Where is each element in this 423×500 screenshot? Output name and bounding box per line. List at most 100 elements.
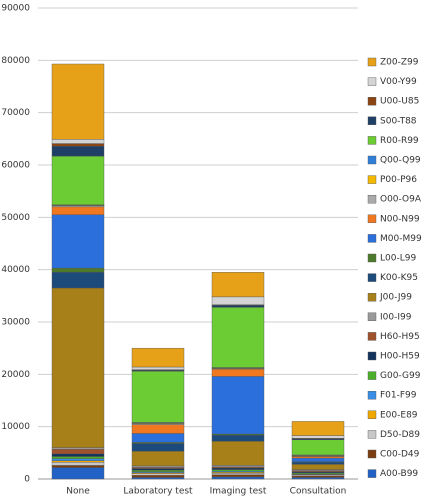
bar-segment bbox=[211, 441, 265, 466]
bar-segment bbox=[291, 477, 345, 480]
bar-segment bbox=[291, 464, 345, 470]
bar-segment bbox=[51, 287, 105, 448]
bar-segment bbox=[211, 368, 265, 377]
bar-segment bbox=[211, 296, 265, 305]
legend-label: J00-J99 bbox=[379, 293, 412, 303]
bar-segment bbox=[51, 458, 105, 461]
bar-segment bbox=[291, 462, 345, 465]
legend-swatch bbox=[367, 77, 377, 86]
bar-segment bbox=[211, 476, 265, 480]
legend-label: P00-P96 bbox=[380, 175, 417, 185]
bar-segment bbox=[51, 448, 105, 455]
legend-swatch bbox=[367, 469, 377, 478]
legend-swatch bbox=[367, 116, 377, 126]
bar-segment bbox=[51, 272, 105, 289]
legend-swatch bbox=[367, 155, 377, 165]
bar-segment bbox=[51, 453, 105, 457]
legend-label: U00-U85 bbox=[380, 97, 419, 107]
bar-segment bbox=[211, 305, 265, 308]
y-tick-label: 30000 bbox=[1, 318, 30, 328]
bar-segment bbox=[51, 63, 105, 140]
legend-label: A00-B99 bbox=[380, 469, 418, 479]
legend-swatch bbox=[367, 351, 377, 361]
legend-swatch bbox=[367, 214, 377, 224]
y-tick-label: 70000 bbox=[1, 108, 30, 118]
bar-segment bbox=[131, 469, 185, 472]
bar-segment bbox=[131, 347, 185, 368]
bar-segment bbox=[131, 443, 185, 452]
legend-swatch bbox=[367, 234, 377, 243]
bar-segment bbox=[51, 462, 105, 466]
y-tick-label: 10000 bbox=[1, 422, 30, 432]
legend-label: Z00-Z99 bbox=[380, 58, 419, 68]
x-tick-label: Imaging test bbox=[210, 487, 267, 497]
legend-swatch bbox=[367, 332, 377, 341]
legend-label: I00-I99 bbox=[380, 312, 412, 322]
legend-swatch bbox=[367, 391, 377, 400]
bar-segment bbox=[291, 421, 345, 436]
legend-label: G00-G99 bbox=[380, 371, 421, 381]
y-tick-label: 60000 bbox=[1, 161, 30, 171]
bar-segment bbox=[51, 447, 105, 450]
bar-segment bbox=[131, 473, 185, 476]
x-tick-label: None bbox=[66, 487, 90, 497]
legend-label: O00-O9A bbox=[380, 195, 422, 205]
bar-segment bbox=[51, 206, 105, 215]
y-tick-label: 40000 bbox=[1, 265, 30, 275]
legend-swatch bbox=[367, 175, 377, 184]
bar-segment bbox=[131, 424, 185, 434]
bar-segment bbox=[131, 468, 185, 471]
legend-label: K00-K95 bbox=[380, 273, 418, 283]
legend-swatch bbox=[367, 449, 377, 459]
legend-label: H00-H59 bbox=[380, 352, 420, 362]
legend-label: M00-M99 bbox=[380, 234, 422, 244]
bar-segment bbox=[131, 433, 185, 443]
legend-swatch bbox=[367, 136, 377, 145]
legend-swatch bbox=[367, 194, 377, 204]
bar-segment bbox=[51, 456, 105, 459]
x-tick-label: Consultation bbox=[290, 487, 347, 497]
bar-segment bbox=[211, 474, 265, 478]
bar-segment bbox=[211, 376, 265, 435]
bar-segment bbox=[51, 460, 105, 463]
bar-segment bbox=[51, 465, 105, 468]
legend-label: C00-D49 bbox=[380, 450, 420, 460]
bar-segment bbox=[51, 267, 105, 273]
bar-segment bbox=[51, 139, 105, 144]
bar-segment bbox=[291, 435, 345, 439]
y-tick-label: 80000 bbox=[1, 56, 30, 66]
legend-label: H60-H95 bbox=[380, 332, 420, 342]
bar-segment bbox=[211, 272, 265, 298]
bar-segment bbox=[291, 439, 345, 456]
bar-segment bbox=[131, 465, 185, 468]
bar-segment bbox=[211, 473, 265, 476]
legend-label: F01-F99 bbox=[380, 391, 417, 401]
bar-segment bbox=[211, 307, 265, 368]
bar-segment bbox=[51, 143, 105, 147]
legend-label: N00-N99 bbox=[380, 214, 420, 224]
legend-swatch bbox=[367, 253, 377, 263]
legend-label: V00-Y99 bbox=[380, 77, 417, 87]
bar-segment bbox=[51, 214, 105, 269]
bar-segment bbox=[211, 467, 265, 470]
legend-swatch bbox=[367, 410, 377, 419]
legend-label: D50-D89 bbox=[380, 430, 420, 440]
legend-label: E00-E89 bbox=[380, 410, 418, 420]
y-tick-label: 20000 bbox=[1, 370, 30, 380]
bar-segment bbox=[211, 469, 265, 472]
bar-segment bbox=[131, 366, 185, 370]
legend-label: L00-L99 bbox=[380, 254, 416, 264]
legend-label: R00-R99 bbox=[380, 136, 419, 146]
legend-swatch bbox=[367, 273, 377, 282]
bar-segment bbox=[291, 457, 345, 462]
legend-swatch bbox=[367, 312, 377, 321]
legend-swatch bbox=[367, 371, 377, 380]
bar-segment bbox=[291, 475, 345, 478]
y-tick-label: 0 bbox=[24, 475, 30, 485]
bar-segment bbox=[51, 155, 105, 205]
legend-label: S00-T88 bbox=[380, 116, 417, 126]
x-tick-label: Laboratory test bbox=[123, 487, 193, 497]
legend-swatch bbox=[367, 96, 377, 106]
y-tick-label: 90000 bbox=[1, 4, 30, 14]
